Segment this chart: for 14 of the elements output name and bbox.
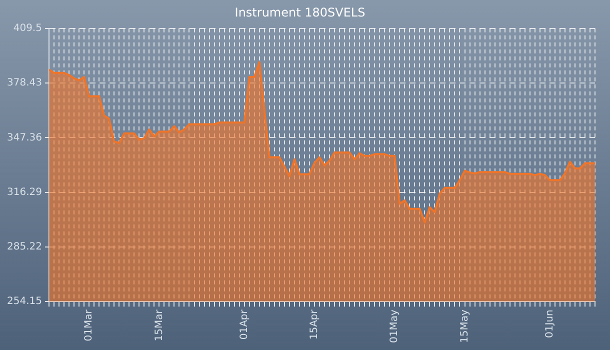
chart-title: Instrument 180SVELS xyxy=(234,5,366,20)
x-tick-label: 01Jun xyxy=(544,310,556,338)
y-tick-label: 347.36 xyxy=(6,132,42,144)
y-tick-label: 409.5 xyxy=(13,22,42,34)
x-tick-label: 01Mar xyxy=(84,308,95,342)
x-tick-label: 01Apr xyxy=(238,308,250,340)
y-tick-label: 285.22 xyxy=(6,242,42,253)
x-tick-label: 15May xyxy=(459,310,470,344)
y-tick-label: 378.43 xyxy=(6,78,42,89)
x-tick-label: 15Apr xyxy=(309,308,320,340)
y-tick-label: 254.15 xyxy=(6,296,42,308)
y-tick-label: 316.29 xyxy=(6,186,42,198)
x-tick-label: 15Mar xyxy=(154,308,165,342)
x-tick-label: 01May xyxy=(389,310,400,344)
